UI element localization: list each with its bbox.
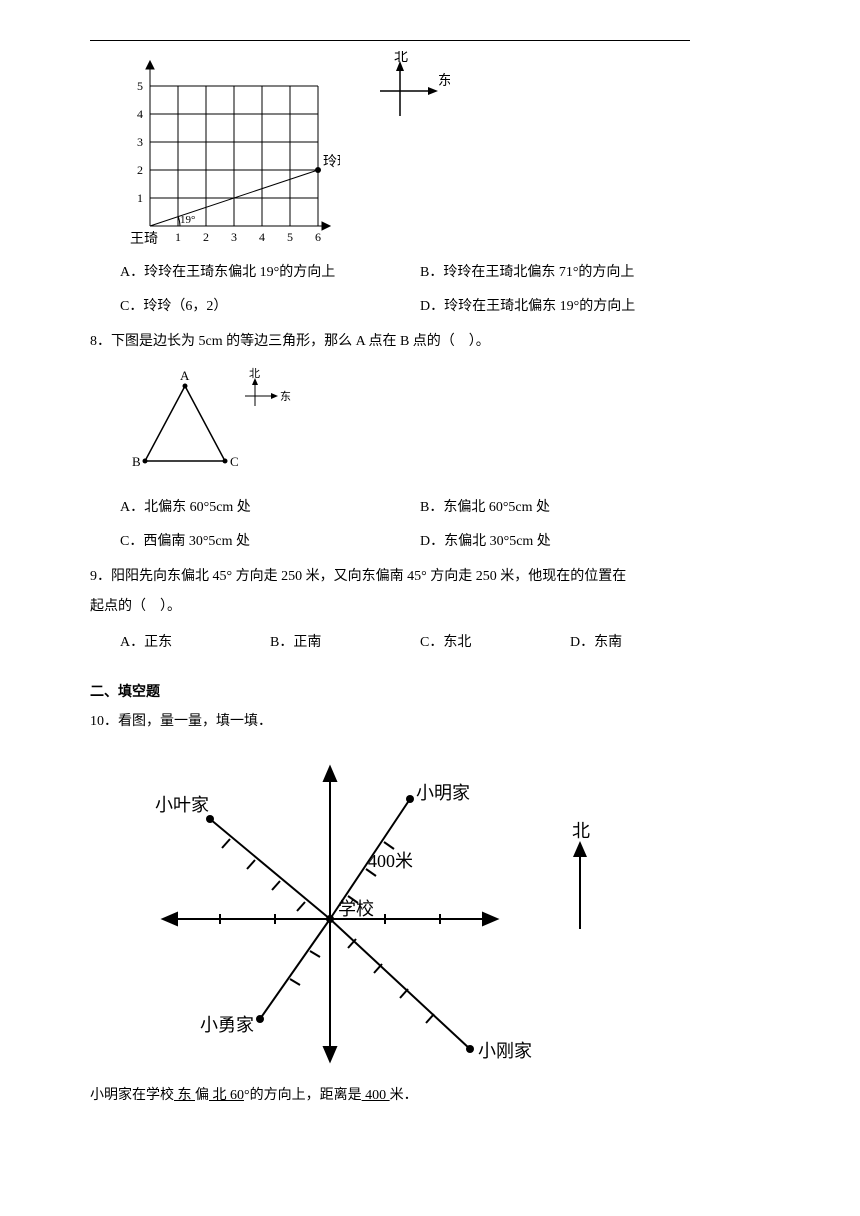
q10-answer: 小明家在学校 东 偏 北 60°的方向上，距离是 400 米． (90, 1083, 770, 1110)
svg-text:东: 东 (280, 390, 291, 403)
triangle-figure: A B C 北 东 (130, 366, 300, 486)
svg-text:19°: 19° (180, 214, 195, 226)
svg-text:B: B (132, 454, 141, 469)
svg-text:3: 3 (231, 230, 237, 244)
svg-text:400米: 400米 (368, 851, 413, 871)
svg-text:A: A (180, 368, 190, 383)
svg-text:小叶家: 小叶家 (155, 795, 209, 815)
svg-text:1: 1 (175, 230, 181, 244)
svg-text:3: 3 (137, 135, 143, 149)
svg-text:小明家: 小明家 (416, 783, 470, 803)
option-D: D．玲玲在王琦北偏东 19°的方向上 (420, 295, 720, 315)
compass-icon: 北 东 (370, 51, 450, 131)
answer-mid: 偏 (195, 1088, 209, 1103)
answer-end: 米． (390, 1088, 418, 1103)
q8-options: A．北偏东 60°5cm 处 B．东偏北 60°5cm 处 C．西偏南 30°5… (120, 496, 770, 550)
svg-text:2: 2 (137, 163, 143, 177)
svg-text:6: 6 (315, 230, 321, 244)
q9-options: A．正东 B．正南 C．东北 D．东南 (120, 631, 770, 651)
direction-map: 小明家 小叶家 小勇家 小刚家 (100, 739, 660, 1079)
option-C: C．东北 (420, 631, 570, 651)
option-D: D．东南 (570, 631, 720, 651)
option-B: B．正南 (270, 631, 420, 651)
option-A: A．北偏东 60°5cm 处 (120, 496, 420, 516)
svg-text:东: 东 (438, 73, 450, 89)
option-A: A．玲玲在王琦东偏北 19°的方向上 (120, 261, 420, 281)
svg-text:北: 北 (249, 367, 260, 380)
answer-pre: 小明家在学校 (90, 1088, 174, 1103)
svg-text:王琦: 王琦 (130, 231, 158, 247)
svg-text:5: 5 (287, 230, 293, 244)
option-C: C．西偏南 30°5cm 处 (120, 530, 420, 550)
q10-prompt: 10．看图，量一量，填一填． (90, 709, 770, 736)
svg-text:学校: 学校 (338, 899, 374, 919)
fill-blank-1: 东 (174, 1088, 195, 1103)
svg-text:1: 1 (137, 191, 143, 205)
svg-text:5: 5 (137, 79, 143, 93)
q8-prompt: 8．下图是边长为 5cm 的等边三角形，那么 A 点在 B 点的（ ）。 (90, 329, 770, 356)
fill-blank-3: 400 (362, 1088, 390, 1103)
svg-text:C: C (230, 454, 239, 469)
svg-text:4: 4 (137, 107, 143, 121)
svg-text:小刚家: 小刚家 (478, 1041, 532, 1061)
q9-prompt-2: 起点的（ ）。 (90, 594, 770, 621)
option-D: D．东偏北 30°5cm 处 (420, 530, 720, 550)
fill-blank-2: 北 60 (209, 1088, 244, 1103)
svg-text:4: 4 (259, 230, 265, 244)
svg-text:2: 2 (203, 230, 209, 244)
svg-text:北: 北 (572, 821, 590, 841)
q7-options: A．玲玲在王琦东偏北 19°的方向上 B．玲玲在王琦北偏东 71°的方向上 C．… (120, 261, 770, 315)
option-C: C．玲玲（6，2） (120, 295, 420, 315)
section-2-heading: 二、填空题 (90, 681, 770, 701)
q9-prompt-1: 9．阳阳先向东偏北 45° 方向走 250 米，又向东偏南 45° 方向走 25… (90, 564, 770, 591)
option-B: B．东偏北 60°5cm 处 (420, 496, 720, 516)
answer-post: °的方向上，距离是 (244, 1088, 362, 1103)
svg-text:玲玲: 玲玲 (323, 154, 340, 170)
page-top-rule (90, 40, 690, 41)
option-A: A．正东 (120, 631, 270, 651)
grid-chart: 1 2 3 4 5 6 1 2 3 4 5 王琦 玲玲 19° (120, 51, 340, 251)
svg-text:北: 北 (394, 51, 408, 65)
option-B: B．玲玲在王琦北偏东 71°的方向上 (420, 261, 720, 281)
svg-text:小勇家: 小勇家 (200, 1015, 254, 1035)
q7-figure-row: 1 2 3 4 5 6 1 2 3 4 5 王琦 玲玲 19° 北 东 (120, 51, 770, 251)
